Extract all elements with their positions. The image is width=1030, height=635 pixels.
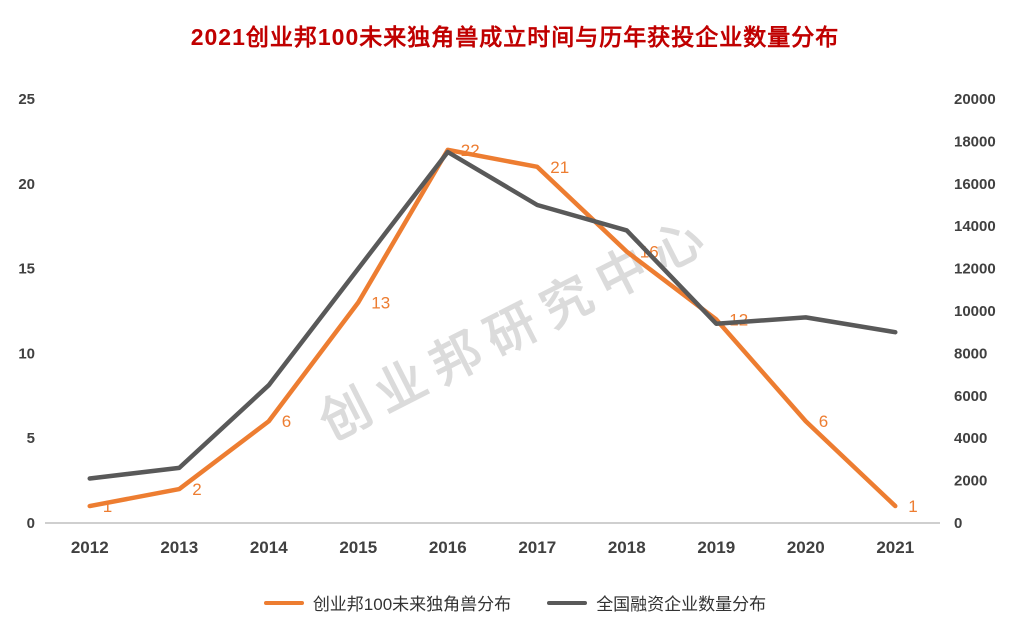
legend-item-unicorn-series: 创业邦100未来独角兽分布 [263, 590, 512, 615]
legend-swatch-orange [263, 600, 304, 605]
x-axis-category-label: 2019 [697, 538, 735, 557]
y-axis-left-tick: 10 [18, 345, 35, 362]
data-label: 1 [103, 497, 112, 516]
y-axis-right-tick: 2000 [954, 473, 987, 490]
x-axis-category-label: 2017 [518, 538, 556, 557]
data-label: 1 [908, 497, 917, 516]
y-axis-right-tick: 8000 [954, 345, 987, 362]
x-axis-category-label: 2013 [160, 538, 198, 557]
legend-label-national-series: 全国融资企业数量分布 [596, 595, 767, 614]
y-axis-left-tick: 20 [18, 176, 35, 193]
y-axis-right-tick: 12000 [954, 261, 996, 278]
chart-legend: 创业邦100未来独角兽分布 全国融资企业数量分布 [0, 590, 1030, 615]
legend-label-unicorn-series: 创业邦100未来独角兽分布 [312, 595, 512, 614]
data-label: 6 [819, 412, 828, 431]
x-axis-category-label: 2020 [787, 538, 825, 557]
y-axis-left-tick: 5 [27, 430, 35, 447]
data-label: 13 [371, 294, 390, 313]
y-axis-left-tick: 15 [18, 261, 35, 278]
series-line-national [87, 149, 898, 481]
chart-title: 2021创业邦100未来独角兽成立时间与历年获投企业数量分布 [190, 24, 840, 50]
x-axis-category-label: 2018 [608, 538, 646, 557]
x-axis-category-label: 2014 [250, 538, 288, 557]
x-axis-category-label: 2015 [339, 538, 377, 557]
data-label: 21 [550, 158, 569, 177]
series-line-unicorn [87, 147, 898, 509]
y-axis-right-tick: 16000 [954, 176, 996, 193]
y-axis-right-tick: 20000 [954, 91, 996, 108]
legend-swatch-gray [547, 600, 588, 605]
x-axis-category-label: 2016 [429, 538, 467, 557]
y-axis-right-tick: 18000 [954, 133, 996, 150]
data-label: 22 [461, 141, 480, 160]
data-label: 2 [192, 480, 201, 499]
y-axis-right-tick: 0 [954, 515, 962, 532]
y-axis-right-tick: 4000 [954, 430, 987, 447]
y-axis-right-tick: 10000 [954, 303, 996, 320]
x-axis-category-label: 2021 [876, 538, 914, 557]
y-axis-left-tick: 25 [18, 91, 35, 108]
y-axis-right-tick: 6000 [954, 388, 987, 405]
data-label: 6 [282, 412, 291, 431]
y-axis-right-tick: 14000 [954, 218, 996, 235]
legend-item-national-series: 全国融资企业数量分布 [547, 590, 766, 615]
y-axis-left-tick: 0 [27, 515, 35, 532]
line-chart-canvas: 0 5 10 15 20 25 0 2000 4000 6000 8000 10000 12000 140… [18, 91, 996, 557]
x-axis-category-label: 2012 [71, 538, 109, 557]
